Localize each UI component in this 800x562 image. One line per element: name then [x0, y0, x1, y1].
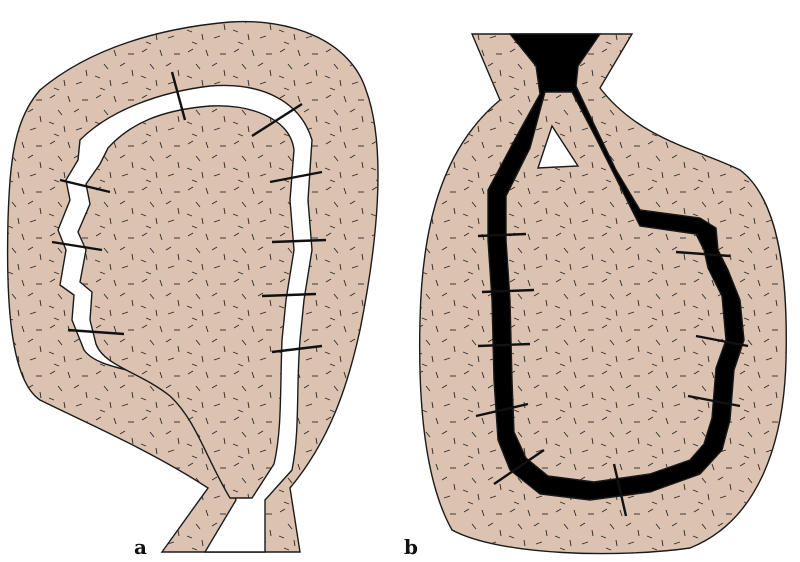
panel-b-tick-2 — [675, 250, 731, 258]
panel-b: b — [404, 33, 787, 559]
panel-a-tick-8 — [67, 328, 125, 336]
panel-b-tick-4 — [695, 334, 749, 348]
panel-b-tick-3 — [481, 288, 535, 294]
panel-a-tick-3 — [59, 178, 111, 194]
panel-a-tick-4 — [269, 170, 323, 184]
panel-a-inner-rock-texture — [78, 105, 294, 498]
panel-b-tick-6 — [475, 402, 529, 418]
panel-a-label: a — [134, 535, 147, 559]
panel-b-tick-7 — [687, 394, 741, 408]
panel-a-tick-9 — [271, 344, 323, 354]
panel-b-triangle-void — [537, 124, 580, 169]
panel-b-label: b — [404, 535, 418, 559]
panel-b-tick-1 — [477, 232, 527, 238]
panel-a-tick-2 — [251, 102, 303, 138]
panel-a-tick-7 — [261, 292, 317, 298]
panel-a-tick-5 — [51, 240, 103, 252]
panel-a: a — [6, 20, 379, 559]
panel-a-tick-6 — [271, 238, 327, 244]
panel-b-inner-rock-texture — [506, 92, 726, 482]
panel-a-tick-1 — [170, 71, 187, 121]
panel-b-tick-9 — [612, 463, 628, 517]
panel-b-tick-8 — [493, 449, 545, 485]
panel-b-tick-5 — [477, 342, 531, 348]
